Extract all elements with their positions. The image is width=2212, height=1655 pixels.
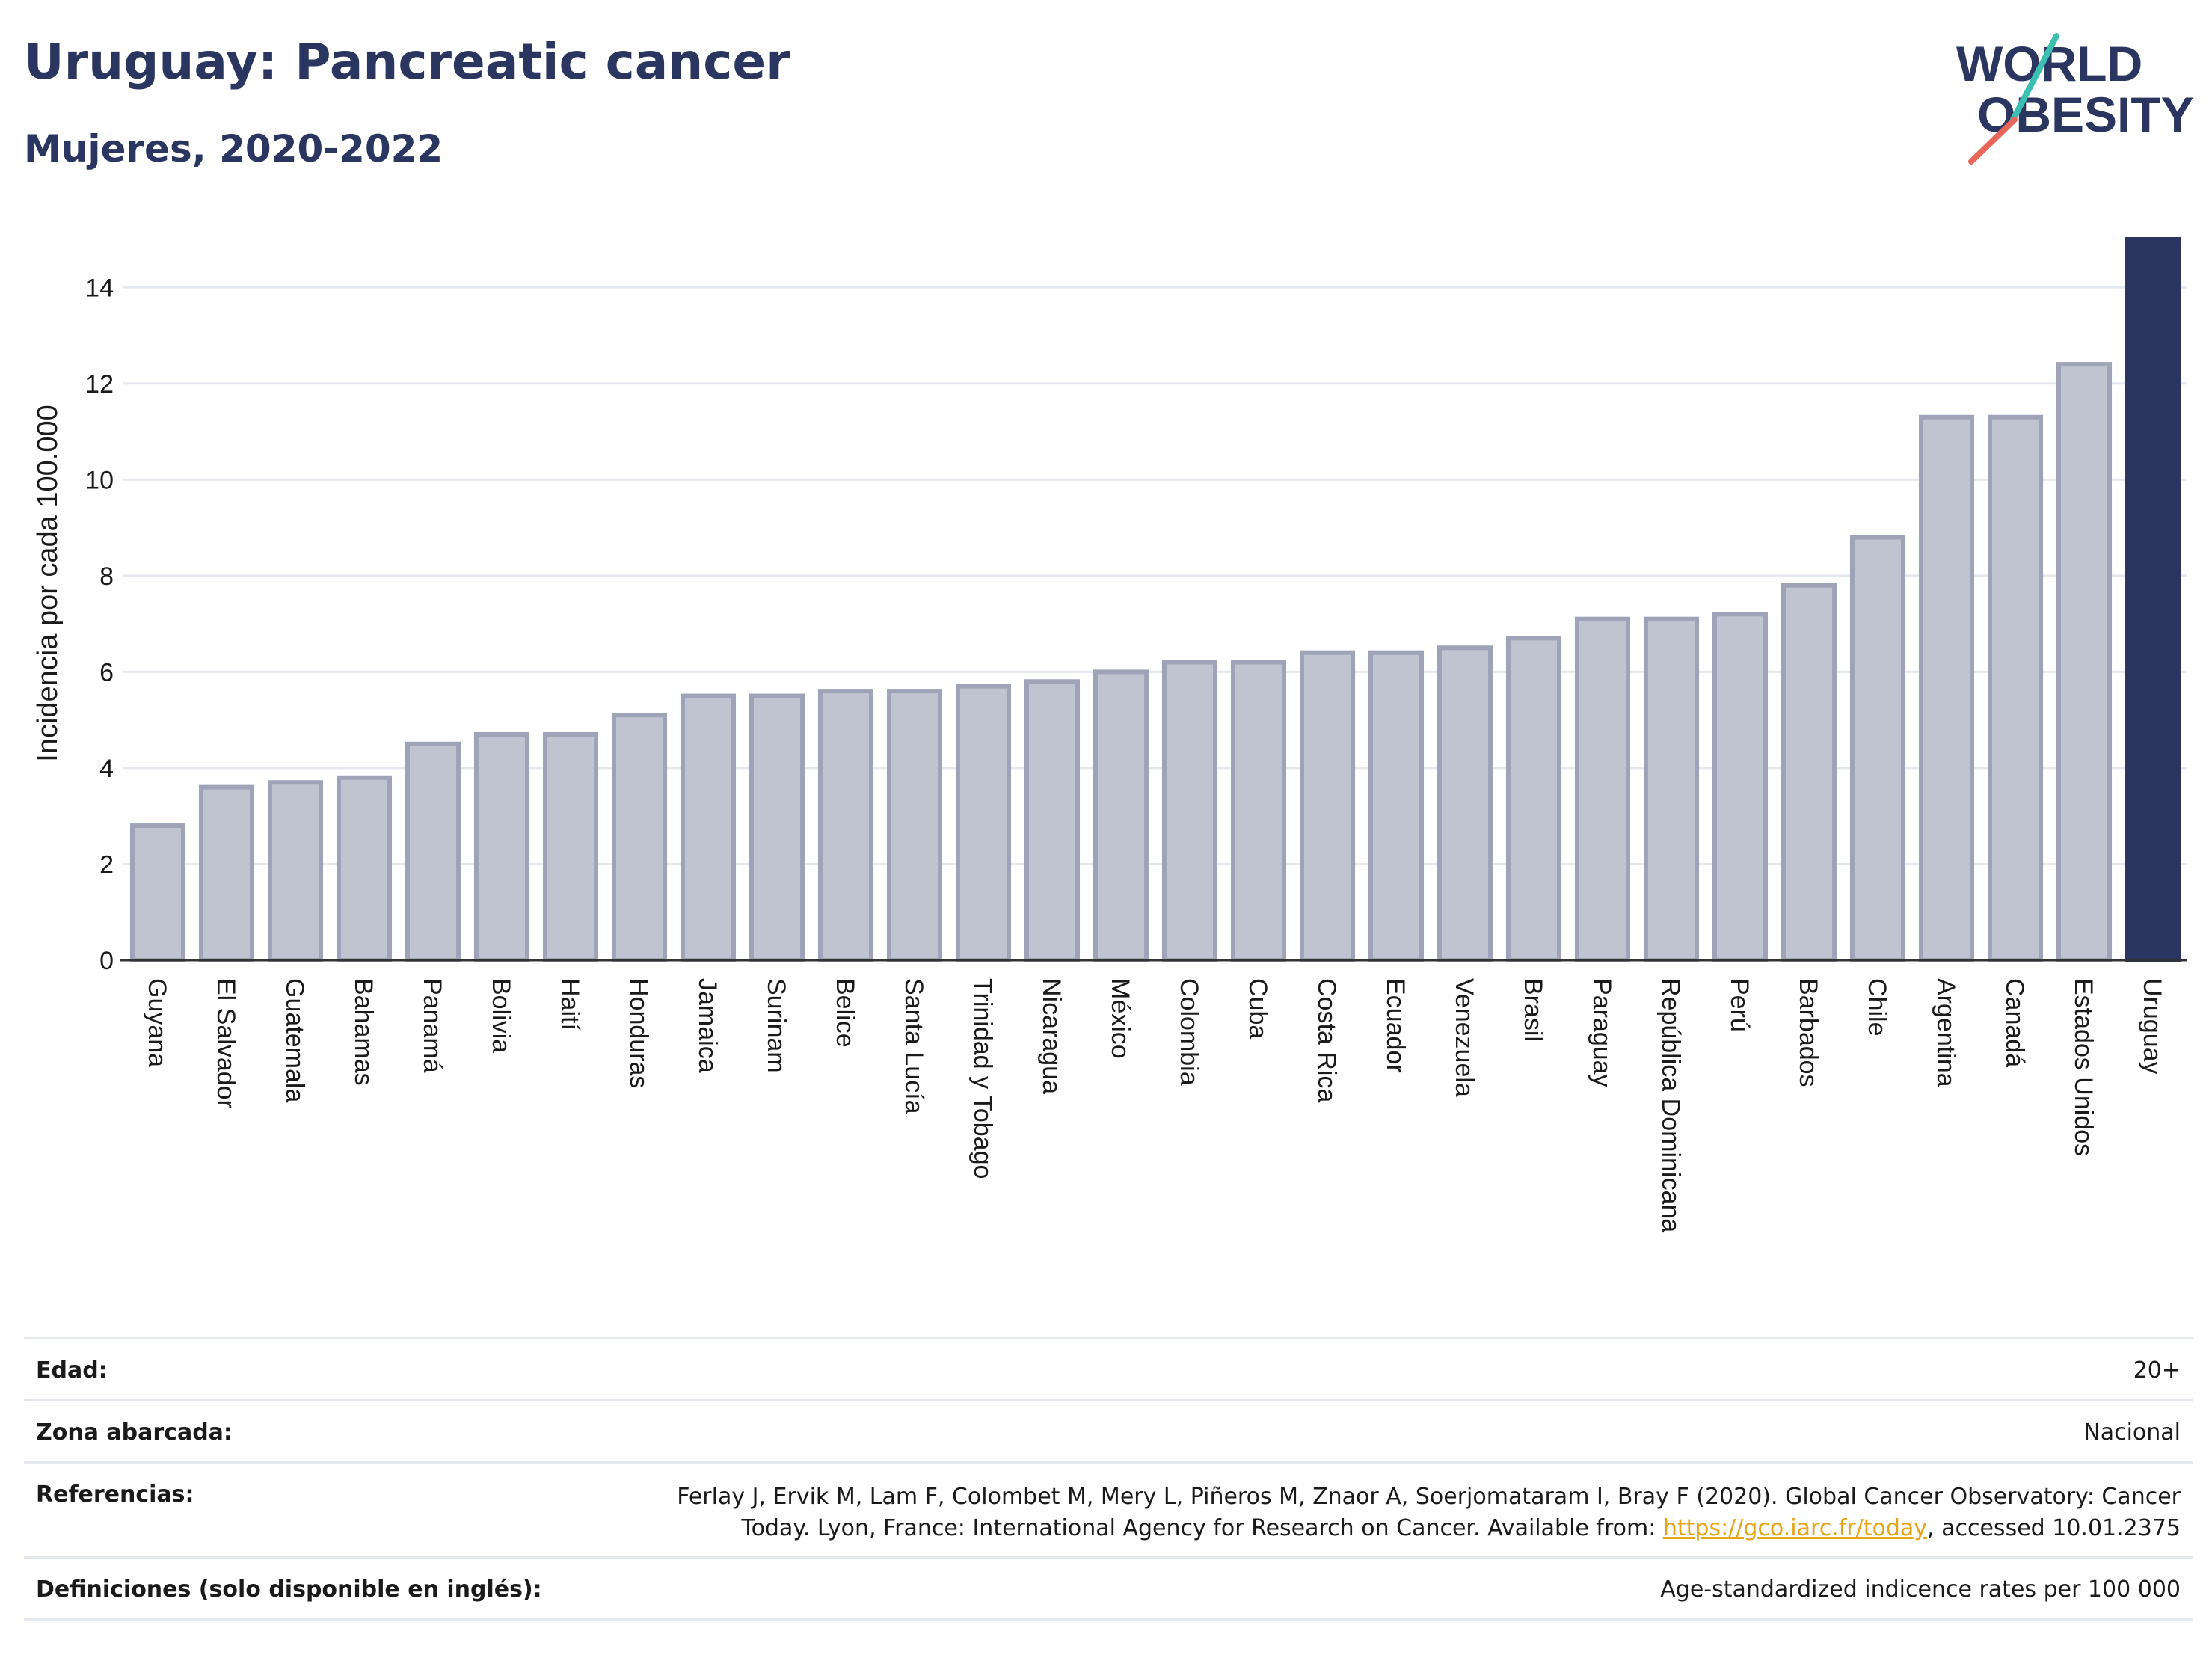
- zona-label: Zona abarcada:: [36, 1419, 233, 1446]
- x-tick-label: Panamá: [418, 978, 446, 1073]
- bar-venezuela: [1437, 645, 1493, 962]
- x-tick-label: Surinam: [762, 978, 790, 1073]
- bar-colombia: [1161, 660, 1218, 963]
- bar-belice: [817, 689, 874, 963]
- y-axis-label: Incidencia por cada 100.000: [32, 405, 64, 761]
- edad-value: 20+: [2133, 1357, 2181, 1384]
- bar-chart: 0 2 4 6 8 10 12 14 Guyana El Salvador Guatemala Ba…: [32, 237, 2187, 1232]
- y-tick-label: 2: [99, 850, 114, 879]
- x-tick-label: Honduras: [624, 978, 653, 1088]
- bar-paraguay: [1574, 616, 1631, 962]
- bar-honduras: [611, 713, 668, 962]
- bar-guyana: [129, 823, 186, 963]
- bar-el-salvador: [198, 784, 255, 963]
- bar-bahamas: [336, 775, 393, 962]
- page-title: Uruguay: Pancreatic cancer: [24, 33, 790, 90]
- x-tick-label: Ecuador: [1381, 978, 1410, 1073]
- x-tick-label: Colombia: [1175, 978, 1203, 1086]
- info-table: Edad: 20+ Zona abarcada: Nacional Refere…: [24, 1337, 2193, 1621]
- info-row-definiciones: Definiciones (solo disponible en inglés)…: [24, 1556, 2193, 1621]
- info-row-referencias: Referencias: Ferlay J, Ervik M, Lam F, C…: [24, 1461, 2193, 1556]
- x-tick-label: Haití: [556, 978, 584, 1031]
- x-tick-label: Trinidad y Tobago: [968, 978, 997, 1179]
- x-tick-label: Paraguay: [1588, 978, 1616, 1087]
- x-tick-label: Venezuela: [1450, 978, 1478, 1097]
- zona-value: Nacional: [2083, 1419, 2181, 1446]
- x-tick-label: Guyana: [143, 978, 171, 1067]
- y-tick-label: 10: [85, 466, 114, 494]
- x-tick-label: Barbados: [1794, 978, 1822, 1087]
- bar-estados-unidos: [2056, 362, 2113, 962]
- referencias-line-2-post: , accessed 10.01.2375: [1927, 1515, 2181, 1541]
- x-tick-label: Estados Unidos: [2069, 978, 2098, 1156]
- x-tick-label: Brasil: [1519, 978, 1547, 1042]
- x-tick-label: Guatemala: [280, 978, 309, 1102]
- logo-slash-teal: [2010, 33, 2059, 123]
- page-subtitle: Mujeres, 2020-2022: [24, 127, 443, 171]
- bar-argentina: [1918, 414, 1975, 962]
- x-tick-label: Cuba: [1244, 978, 1272, 1039]
- x-tick-label: Canadá: [2000, 978, 2029, 1067]
- bar-ecuador: [1368, 650, 1425, 963]
- info-row-edad: Edad: 20+: [24, 1337, 2193, 1399]
- x-tick-label: Uruguay: [2138, 978, 2166, 1075]
- bar-canadá: [1987, 414, 2044, 962]
- x-tick-label: Belice: [831, 978, 859, 1048]
- world-obesity-logo: WORLD OBESITY: [1956, 33, 2194, 165]
- bar-cuba: [1230, 660, 1287, 963]
- y-tick-label: 14: [85, 274, 114, 302]
- bar-uruguay: [2125, 237, 2181, 962]
- y-tick-label: 12: [85, 370, 114, 399]
- edad-label: Edad:: [36, 1357, 108, 1384]
- bar-santa-lucía: [886, 689, 943, 963]
- bar-costa-rica: [1299, 650, 1356, 963]
- info-row-zona: Zona abarcada: Nacional: [24, 1399, 2193, 1461]
- referencias-label: Referencias:: [36, 1481, 194, 1508]
- bar-brasil: [1505, 636, 1562, 962]
- referencias-line-2: Today. Lyon, France: International Agenc…: [677, 1513, 2181, 1544]
- x-tick-label: Nicaragua: [1037, 978, 1066, 1094]
- x-tick-label: Santa Lucía: [900, 978, 928, 1114]
- x-tick-label: Bolivia: [487, 978, 515, 1053]
- logo-slash-red: [1968, 117, 2018, 165]
- bar-nicaragua: [1024, 679, 1081, 963]
- definiciones-value: Age-standardized indicence rates per 100…: [1660, 1576, 2181, 1603]
- x-tick-labels: Guyana El Salvador Guatemala Bahamas Panamá B…: [143, 978, 2166, 1232]
- x-tick-label: El Salvador: [212, 978, 240, 1108]
- y-tick-label: 4: [99, 755, 114, 783]
- referencias-value: Ferlay J, Ervik M, Lam F, Colombet M, Me…: [677, 1481, 2181, 1544]
- x-tick-label: Chile: [1863, 978, 1891, 1036]
- referencias-line-1: Ferlay J, Ervik M, Lam F, Colombet M, Me…: [677, 1484, 2181, 1510]
- x-tick-label: México: [1106, 978, 1134, 1059]
- y-tick-label: 0: [99, 947, 114, 975]
- bar-chile: [1849, 535, 1906, 962]
- x-tick-label: República Dominicana: [1656, 978, 1685, 1232]
- x-tick-label: Argentina: [1932, 978, 1960, 1087]
- bar-perú: [1712, 612, 1769, 963]
- x-tick-label: Perú: [1725, 978, 1754, 1032]
- x-tick-label: Bahamas: [349, 978, 378, 1086]
- x-tick-label: Costa Rica: [1312, 978, 1341, 1102]
- bar-barbados: [1781, 583, 1837, 962]
- bar-bolivia: [473, 731, 530, 962]
- bar-jamaica: [680, 693, 737, 962]
- bar-trinidad-y-tobago: [955, 684, 1012, 962]
- bar-méxico: [1093, 669, 1149, 963]
- grid-lines: [123, 286, 2187, 865]
- bar-haití: [542, 731, 599, 962]
- bar-república-dominicana: [1643, 616, 1700, 962]
- definiciones-label: Definiciones (solo disponible en inglés)…: [36, 1576, 542, 1603]
- y-tick-label: 8: [99, 562, 114, 591]
- referencias-link[interactable]: https://gco.iarc.fr/today: [1662, 1515, 1928, 1541]
- referencias-line-2-pre: Today. Lyon, France: International Agenc…: [741, 1515, 1663, 1541]
- bar-surinam: [749, 693, 805, 962]
- bar-panamá: [405, 741, 461, 962]
- y-tick-label: 6: [99, 658, 114, 687]
- bars: [129, 237, 2181, 963]
- bar-guatemala: [267, 780, 324, 963]
- y-tick-labels: 0 2 4 6 8 10 12 14: [85, 274, 114, 975]
- x-tick-label: Jamaica: [693, 978, 722, 1073]
